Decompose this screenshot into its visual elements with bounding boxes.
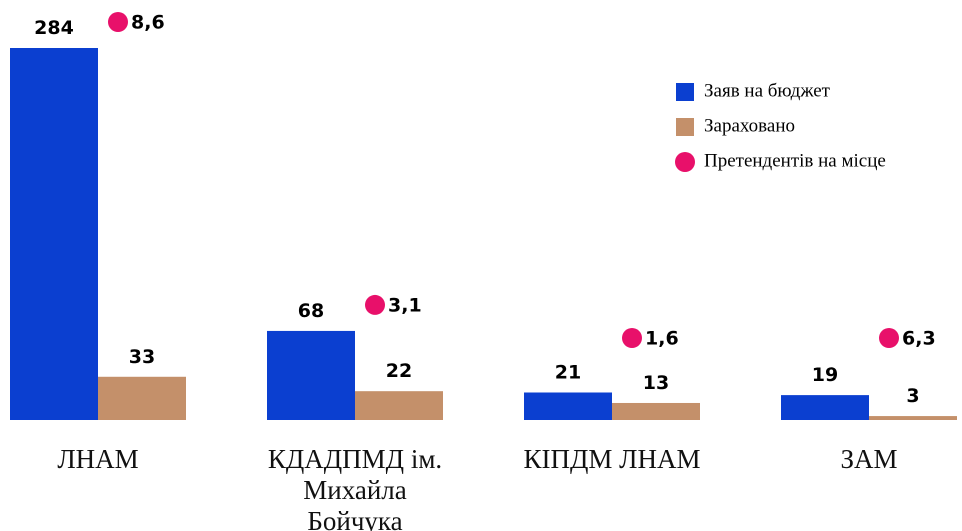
legend-label: Претендентів на місце <box>704 150 886 171</box>
category-label: ЗАМ <box>840 444 898 474</box>
ratio-label: 6,3 <box>902 328 936 350</box>
ratio-label: 8,6 <box>131 12 165 34</box>
bar <box>355 391 443 420</box>
bar <box>781 395 869 420</box>
bar <box>10 48 98 420</box>
value-label: 284 <box>34 17 74 39</box>
ratio-dot <box>622 328 642 348</box>
legend-swatch <box>675 152 695 172</box>
bar <box>524 392 612 420</box>
value-label: 13 <box>643 372 669 394</box>
value-label: 19 <box>812 364 838 386</box>
ratio-label: 1,6 <box>645 328 679 350</box>
ratio-label: 3,1 <box>388 294 422 316</box>
bar <box>869 416 957 420</box>
bar <box>267 330 355 420</box>
value-label: 21 <box>555 361 581 383</box>
category-label: ЛНАМ <box>57 444 139 474</box>
ratio-dot <box>108 12 128 32</box>
legend-label: Зараховано <box>704 115 795 136</box>
value-label: 3 <box>906 385 919 407</box>
ratio-dot <box>879 328 899 348</box>
category-label: КДАДПМД ім. Михайла Бойчука <box>267 444 443 531</box>
category-label: КІПДМ ЛНАМ <box>523 444 701 474</box>
legend-swatch <box>676 118 694 136</box>
ratio-dot <box>365 294 385 315</box>
bar <box>98 376 186 420</box>
legend-label: Заяв на бюджет <box>704 80 831 101</box>
bar <box>612 402 700 420</box>
value-label: 33 <box>129 346 155 368</box>
value-label: 68 <box>298 300 324 322</box>
legend-swatch <box>676 83 694 101</box>
value-label: 22 <box>386 360 412 382</box>
